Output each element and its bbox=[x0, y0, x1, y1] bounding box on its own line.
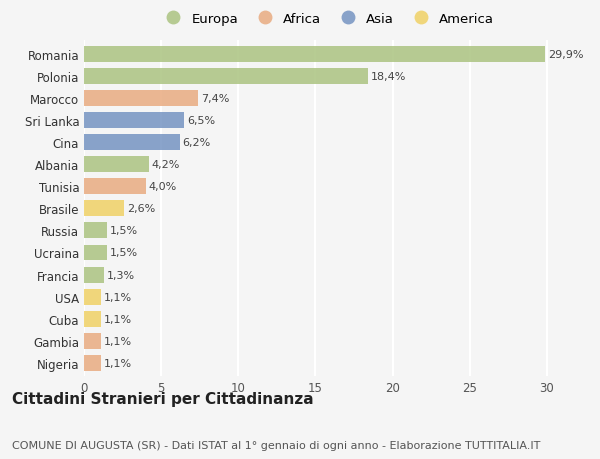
Bar bbox=[84, 245, 107, 261]
Text: Cittadini Stranieri per Cittadinanza: Cittadini Stranieri per Cittadinanza bbox=[12, 391, 314, 406]
Text: 1,5%: 1,5% bbox=[110, 226, 139, 236]
Text: COMUNE DI AUGUSTA (SR) - Dati ISTAT al 1° gennaio di ogni anno - Elaborazione TU: COMUNE DI AUGUSTA (SR) - Dati ISTAT al 1… bbox=[12, 440, 541, 450]
Text: 6,5%: 6,5% bbox=[187, 116, 215, 126]
Text: 1,1%: 1,1% bbox=[104, 314, 132, 324]
Bar bbox=[84, 333, 101, 349]
Legend: Europa, Africa, Asia, America: Europa, Africa, Asia, America bbox=[155, 8, 499, 31]
Bar bbox=[84, 157, 149, 173]
Text: 29,9%: 29,9% bbox=[548, 50, 584, 60]
Bar bbox=[84, 113, 184, 129]
Bar bbox=[84, 201, 124, 217]
Text: 6,2%: 6,2% bbox=[183, 138, 211, 148]
Bar bbox=[84, 311, 101, 327]
Bar bbox=[84, 135, 179, 151]
Text: 2,6%: 2,6% bbox=[127, 204, 155, 214]
Text: 7,4%: 7,4% bbox=[201, 94, 230, 104]
Text: 18,4%: 18,4% bbox=[371, 72, 406, 82]
Bar bbox=[84, 91, 198, 106]
Text: 4,2%: 4,2% bbox=[152, 160, 180, 170]
Text: 1,3%: 1,3% bbox=[107, 270, 135, 280]
Bar bbox=[84, 355, 101, 371]
Text: 1,1%: 1,1% bbox=[104, 358, 132, 368]
Text: 1,1%: 1,1% bbox=[104, 336, 132, 346]
Text: 1,1%: 1,1% bbox=[104, 292, 132, 302]
Bar bbox=[84, 223, 107, 239]
Text: 4,0%: 4,0% bbox=[149, 182, 177, 192]
Bar bbox=[84, 179, 146, 195]
Bar bbox=[84, 289, 101, 305]
Text: 1,5%: 1,5% bbox=[110, 248, 139, 258]
Bar bbox=[84, 69, 368, 84]
Bar bbox=[84, 47, 545, 62]
Bar bbox=[84, 267, 104, 283]
